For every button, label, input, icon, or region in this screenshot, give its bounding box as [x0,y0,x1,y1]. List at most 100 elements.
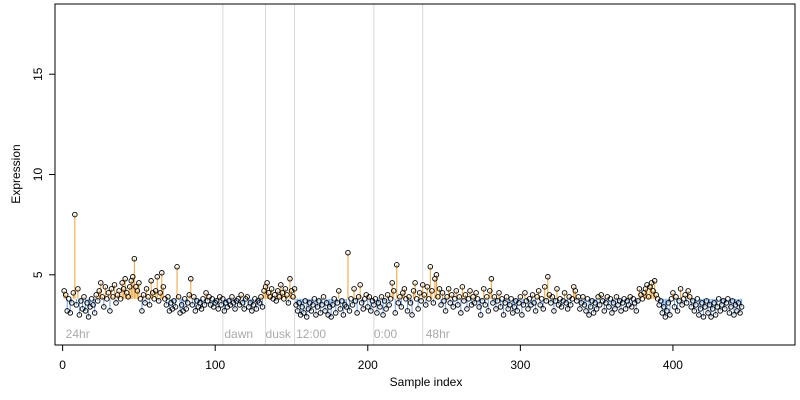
data-point [401,286,408,292]
condition-label: 48hr [426,327,450,341]
data-point [598,292,604,298]
data-point [448,292,455,298]
data-point [201,302,208,308]
data-point [154,274,160,280]
x-tick-label: 200 [358,358,378,372]
data-point [438,302,444,308]
data-point [673,294,679,300]
data-point [334,300,341,306]
data-point [497,304,504,310]
data-point [142,300,148,306]
data-point [474,296,481,302]
data-point [276,294,283,300]
data-point [181,296,188,302]
data-point [258,294,264,300]
data-point [682,292,688,298]
data-point [311,296,318,302]
data-point [688,304,694,310]
data-point [445,286,452,292]
data-point [722,306,728,312]
data-point [104,296,110,302]
data-point [464,306,470,312]
data-point [711,300,717,306]
data-point [281,296,287,302]
condition-label: 12:00 [296,327,326,341]
data-point [386,302,392,308]
data-point [476,304,482,310]
data-point [657,298,664,304]
data-point [218,302,225,308]
data-point [229,294,235,300]
data-point [304,314,310,320]
x-tick-label: 300 [510,358,530,372]
data-point [410,288,417,294]
x-tick-label: 100 [205,358,225,372]
data-point [593,306,600,312]
data-point [130,274,136,280]
data-point [441,298,447,304]
data-point [609,310,615,316]
data-point [426,296,432,302]
data-point [421,292,427,298]
data-point [78,298,84,304]
data-point [215,306,222,312]
data-point [189,302,196,308]
data-point [439,290,446,296]
data-point [165,294,171,300]
data-point [485,308,492,314]
data-points [61,211,745,320]
data-point [703,298,710,304]
data-point [125,294,131,300]
data-point [259,304,266,310]
data-point [145,294,151,300]
data-point [85,314,92,320]
data-point [67,310,74,316]
data-point [346,308,353,314]
data-stems [63,214,743,317]
data-point [580,294,586,300]
data-point [569,296,575,302]
data-point [508,296,514,302]
condition-labels: 24hr dawn dusk 12:00 0:00 48hr [66,327,450,341]
data-point [577,306,583,312]
data-point [156,298,162,304]
data-point [308,308,315,314]
data-point [456,294,463,300]
data-point [470,294,476,300]
data-point [537,302,543,308]
data-point [737,310,743,316]
data-point [383,306,389,312]
data-point [241,306,247,312]
data-point [285,300,292,306]
data-point [238,292,244,298]
data-point [339,298,345,304]
data-point [645,294,652,300]
data-point [122,276,128,282]
data-point [601,308,608,314]
data-point [101,304,107,310]
x-axis: 0 100 200 300 400 [59,344,683,372]
data-point [256,300,263,306]
data-point [175,294,182,300]
data-point [163,302,170,308]
data-point [329,302,336,308]
data-point [429,288,435,294]
data-point [296,300,302,306]
data-point [380,312,386,318]
data-point [558,304,565,310]
data-point [662,314,669,320]
data-point [496,290,502,296]
x-tick-label: 400 [663,358,683,372]
data-point [563,300,569,306]
data-point [502,300,508,306]
data-point [159,270,165,276]
data-point [110,294,116,300]
data-point [522,290,528,296]
data-point [532,308,539,314]
data-point [278,282,284,288]
data-point [488,276,495,282]
data-point [102,284,109,290]
data-point [65,296,72,302]
data-point [728,304,734,310]
data-point [618,308,624,314]
